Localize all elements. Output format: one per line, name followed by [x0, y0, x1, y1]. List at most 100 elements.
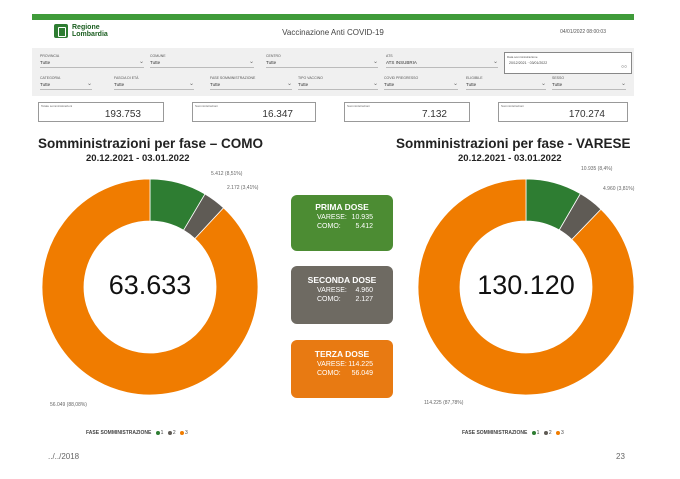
como-value: 5.412	[355, 223, 373, 230]
como-chart-subtitle: 20.12.2021 - 03.01.2022	[86, 153, 190, 164]
legend-dot-icon	[556, 430, 561, 435]
filter-label: Centro	[266, 54, 281, 58]
filter-covid-pregresso[interactable]: Covid pregresso Tutte	[384, 76, 458, 94]
filter-value: Tutte	[210, 80, 292, 90]
filter-label: Comune	[150, 54, 166, 58]
filter-label: Provincia	[40, 54, 60, 58]
filter-value: Tutte	[266, 58, 378, 68]
como-label-phase-1: 5.412 (8,51%)	[211, 171, 243, 177]
filter-label: Sesso	[552, 76, 565, 80]
como-value: 56.049	[351, 370, 373, 377]
varese-slice-phase-3[interactable]	[417, 178, 635, 396]
filter-label: Fascia di età	[114, 76, 139, 80]
filter-fase-somministrazione[interactable]: Fase somministrazione Tutte	[210, 76, 292, 94]
filter-provincia[interactable]: Provincia Tutte	[40, 54, 144, 72]
filter-label: Fase somministrazione	[210, 76, 256, 80]
varese-chart-subtitle: 20.12.2021 - 03.01.2022	[458, 153, 562, 164]
date-range-label: Data somministrazione	[507, 55, 538, 59]
como-chart-title: Somministrazioni per fase – COMO	[38, 136, 264, 151]
varese-label: VARESE:	[317, 287, 347, 294]
legend-dot-icon	[543, 430, 548, 435]
varese-label-phase-2: 4.960 (3,81%)	[603, 186, 635, 192]
varese-legend: FASE SOMMINISTRAZIONE 1 2 3	[462, 430, 564, 436]
filter-value: Tutte	[114, 80, 194, 90]
varese-value: 114.225	[348, 361, 373, 368]
legend-item: 3	[561, 430, 564, 436]
date-range-value: 20/12/2021 · 03/01/2022	[509, 61, 548, 65]
como-label: COMO:	[317, 296, 341, 303]
varese-label: VARESE:	[317, 361, 347, 368]
como-label: COMO:	[317, 223, 341, 230]
logo-line-1: Regione	[72, 24, 100, 31]
kpi-label: Somministrazioni	[501, 104, 524, 108]
filter-value: Tutte	[40, 80, 92, 90]
update-date: 04/01/2022 08:00:03	[560, 29, 606, 35]
legend-item: 3	[185, 430, 188, 436]
filter-comune[interactable]: Comune Tutte	[150, 54, 254, 72]
footer-date: ../../2018	[48, 452, 80, 461]
varese-label-phase-3: 114.225 (87,78%)	[424, 400, 464, 406]
filter-eligibile[interactable]: Eligibile Tutte	[466, 76, 546, 94]
varese-value: 4.960	[355, 287, 373, 294]
legend-title: FASE SOMMINISTRAZIONE	[462, 430, 528, 436]
legend-item: 2	[172, 430, 176, 436]
como-slice-phase-3[interactable]	[41, 178, 259, 396]
kpi-label: Somministrazioni	[195, 104, 218, 108]
filter-categoria[interactable]: Categoria Tutte	[40, 76, 92, 94]
phase-card-seconda-dose: SECONDA DOSE VARESE: 4.960 COMO: 2.127	[291, 266, 393, 324]
rosa-camuna-icon	[54, 24, 68, 38]
filter-sesso[interactable]: Sesso Tutte	[552, 76, 626, 94]
como-legend: FASE SOMMINISTRAZIONE 1 2 3	[86, 430, 188, 436]
kpi-card-3: Somministrazioni 7.132	[344, 102, 470, 122]
date-range-slicer[interactable]: Data somministrazione 20/12/2021 · 03/01…	[504, 52, 632, 74]
logo-line-2: Lombardia	[72, 31, 108, 38]
filter-value: Tutte	[40, 58, 144, 68]
phase-title: TERZA DOSE	[314, 349, 370, 359]
page-number: 23	[616, 452, 625, 461]
dashboard-title: Vaccinazione Anti COVID-19	[282, 28, 384, 37]
filter-label: ATS	[386, 54, 393, 58]
regione-lombardia-logo: Regione Lombardia	[54, 24, 108, 38]
legend-item: 1	[536, 430, 540, 436]
filter-fascia-eta[interactable]: Fascia di età Tutte	[114, 76, 194, 94]
filter-value: Tutte	[384, 80, 458, 90]
filter-value: Tutte	[466, 80, 546, 90]
filter-label: Eligibile	[466, 76, 483, 80]
phase-title: PRIMA DOSE	[315, 202, 369, 212]
filter-tipo-vaccino[interactable]: Tipo vaccino Tutte	[298, 76, 378, 94]
legend-item: 1	[160, 430, 164, 436]
dashboard-header: Regione Lombardia Vaccinazione Anti COVI…	[32, 24, 634, 42]
filter-value: ATS INSUBRIA	[386, 58, 498, 68]
kpi-label: Somministrazioni	[347, 104, 370, 108]
filter-value: Tutte	[150, 58, 254, 68]
kpi-card-total: Totale somministrazioni 193.753	[38, 102, 164, 122]
top-accent-bar	[32, 14, 634, 20]
como-label-phase-2: 2.172 (3,41%)	[227, 185, 259, 191]
filter-centro[interactable]: Centro Tutte	[266, 54, 378, 72]
filter-label: Covid pregresso	[384, 76, 419, 80]
legend-title: FASE SOMMINISTRAZIONE	[86, 430, 152, 436]
filter-ats[interactable]: ATS ATS INSUBRIA	[386, 54, 498, 72]
phase-title: SECONDA DOSE	[307, 275, 377, 285]
como-donut-chart	[41, 178, 259, 396]
varese-chart-title: Somministrazioni per fase - VARESE	[396, 136, 631, 151]
kpi-value: 16.347	[262, 109, 293, 120]
kpi-label: Totale somministrazioni	[41, 104, 73, 108]
legend-item: 2	[548, 430, 552, 436]
varese-total-value: 130.120	[477, 270, 575, 300]
filter-value: Tutte	[298, 80, 378, 90]
kpi-card-4: Somministrazioni 170.274	[498, 102, 628, 122]
kpi-card-2: Somministrazioni 16.347	[192, 102, 316, 122]
varese-label: VARESE:	[317, 214, 347, 221]
varese-label-phase-1: 10.935 (8,4%)	[581, 166, 613, 172]
filter-panel: Provincia Tutte Comune Tutte Centro Tutt…	[32, 48, 634, 96]
kpi-value: 193.753	[104, 109, 141, 120]
legend-dot-icon	[180, 430, 185, 435]
filter-label: Categoria	[40, 76, 61, 80]
slider-handles-icon[interactable]: ○○	[620, 64, 627, 70]
legend-dot-icon	[155, 430, 160, 435]
filter-label: Tipo vaccino	[298, 76, 323, 80]
varese-value: 10.935	[351, 214, 373, 221]
varese-donut-chart	[417, 178, 635, 396]
como-total-value: 63.633	[108, 270, 192, 300]
